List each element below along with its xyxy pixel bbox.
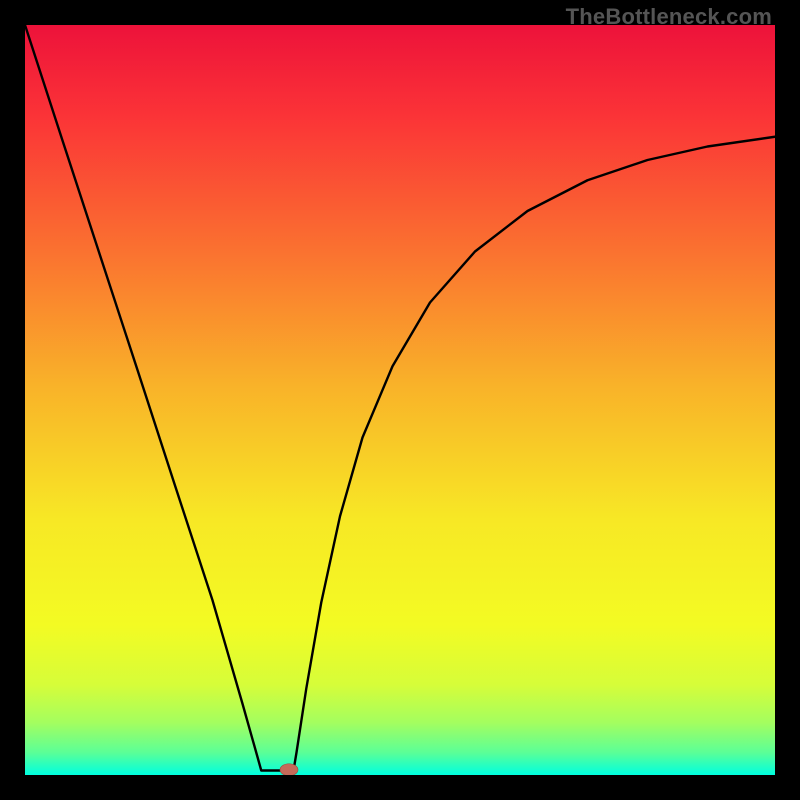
chart-container: TheBottleneck.com <box>0 0 800 800</box>
chart-plot <box>25 25 775 775</box>
valley-marker <box>280 764 298 775</box>
gradient-rect <box>25 25 775 775</box>
